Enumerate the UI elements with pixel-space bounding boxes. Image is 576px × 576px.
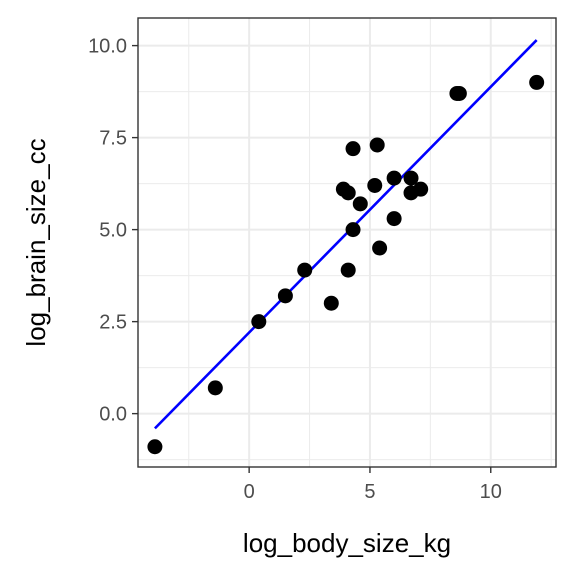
data-point [403, 170, 419, 186]
y-tick-label: 10.0 [88, 36, 127, 58]
data-point [277, 288, 293, 304]
y-tick-label: 7.5 [99, 128, 127, 150]
x-tick-label: 10 [480, 481, 502, 503]
data-point [372, 240, 388, 256]
y-tick-label: 5.0 [99, 220, 127, 242]
data-point [345, 222, 361, 238]
data-point [207, 380, 223, 396]
y-tick-label: 2.5 [99, 312, 127, 334]
data-point [340, 262, 356, 278]
data-point [369, 137, 385, 153]
x-tick-label: 0 [244, 481, 255, 503]
data-point [297, 262, 313, 278]
data-point [413, 181, 429, 197]
data-point [323, 295, 339, 311]
data-point [451, 85, 467, 101]
data-points [147, 74, 545, 455]
y-tick-label: 0.0 [99, 404, 127, 426]
data-point [386, 170, 402, 186]
data-point [529, 74, 545, 90]
minor-gridlines [138, 18, 556, 467]
regression-line [153, 39, 538, 430]
y-axis-title: log_brain_size_cc [21, 138, 51, 346]
x-axis-ticks: 0 5 10 [244, 467, 502, 503]
panel-border [137, 17, 557, 468]
data-point [352, 196, 368, 212]
data-point [367, 177, 383, 193]
x-tick-label: 5 [364, 481, 375, 503]
data-point [345, 141, 361, 157]
x-axis-title: log_body_size_kg [243, 528, 451, 558]
data-point [251, 314, 267, 330]
y-axis-ticks: 0.0 2.5 5.0 7.5 10.0 [88, 36, 138, 426]
data-point [147, 439, 163, 455]
data-point [386, 211, 402, 227]
data-point [340, 185, 356, 201]
